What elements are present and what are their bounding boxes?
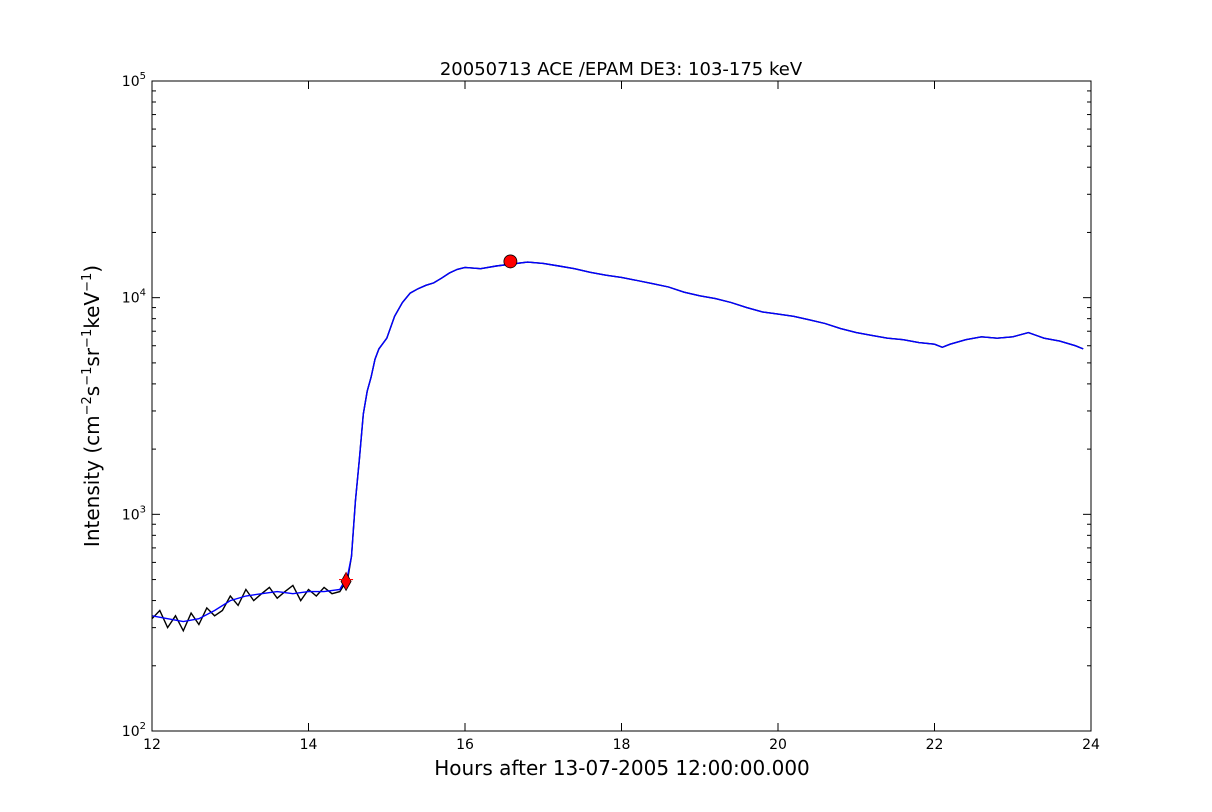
plot-area bbox=[151, 254, 1084, 633]
y-tick-label: 103 bbox=[122, 504, 146, 523]
x-tick-label: 14 bbox=[300, 737, 318, 753]
x-axis-label: Hours after 13-07-2005 12:00:00.000 bbox=[434, 756, 810, 780]
x-tick-label: 20 bbox=[769, 737, 787, 753]
axis-ticks: 12 14 16 18 20 22 24 102 103 104 105 bbox=[122, 71, 1100, 753]
onset-cross-marker bbox=[339, 572, 354, 587]
x-tick-label: 22 bbox=[926, 737, 944, 753]
peak-marker bbox=[503, 254, 518, 269]
chart-title: 20050713 ACE /EPAM DE3: 103-175 keV bbox=[440, 59, 803, 80]
x-tick-label: 12 bbox=[143, 737, 161, 753]
x-tick-label: 18 bbox=[613, 737, 631, 753]
series-line-smoothed bbox=[151, 261, 1084, 623]
x-tick-label: 24 bbox=[1082, 737, 1100, 753]
axes-frame bbox=[151, 80, 1092, 732]
y-axis-label: Intensity (cm−2s−1sr−1keV−1) bbox=[80, 265, 104, 547]
y-tick-label: 105 bbox=[122, 71, 146, 90]
series-line-raw bbox=[151, 261, 1084, 633]
x-tick-label: 16 bbox=[456, 737, 474, 753]
y-tick-label: 102 bbox=[122, 721, 146, 740]
y-tick-label: 104 bbox=[122, 288, 146, 307]
